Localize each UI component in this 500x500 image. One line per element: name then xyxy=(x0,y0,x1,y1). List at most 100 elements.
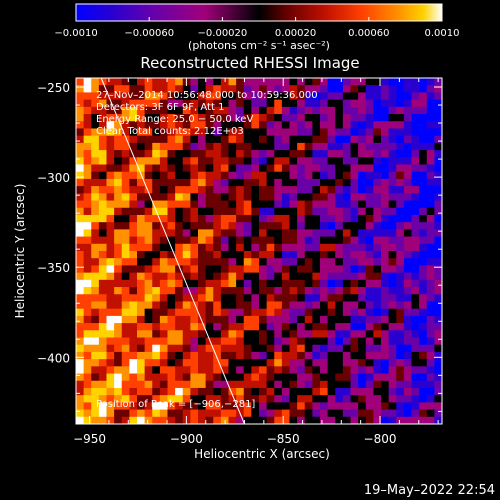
heatmap-cell xyxy=(98,265,108,274)
heatmap-cell xyxy=(281,337,291,346)
heatmap-cell xyxy=(419,272,428,281)
heatmap-cell xyxy=(403,207,413,216)
heatmap-cell xyxy=(281,186,291,194)
heatmap-cell xyxy=(289,366,298,375)
heatmap-cell xyxy=(266,387,275,396)
heatmap-cell xyxy=(388,301,397,310)
heatmap-cell xyxy=(152,214,161,223)
heatmap-cell xyxy=(411,114,420,122)
heatmap-cell xyxy=(175,157,184,165)
heatmap-cell xyxy=(213,121,222,129)
heatmap-cell xyxy=(259,395,268,403)
heatmap-cell xyxy=(266,409,275,418)
heatmap-cell xyxy=(159,178,169,187)
heatmap-cell xyxy=(320,157,329,165)
heatmap-cell xyxy=(137,315,146,324)
heatmap-cell xyxy=(304,258,313,266)
heatmap-cell xyxy=(198,178,207,187)
heatmap-cell xyxy=(83,193,92,202)
heatmap-cell xyxy=(114,380,123,389)
heatmap-cell xyxy=(114,214,123,223)
heatmap-cell xyxy=(304,186,313,194)
heatmap-cell xyxy=(106,373,115,382)
heatmap-cell xyxy=(228,229,237,238)
heatmap-cell xyxy=(259,337,268,346)
heatmap-cell xyxy=(419,351,428,360)
heatmap-cell xyxy=(411,279,420,288)
heatmap-cell xyxy=(434,287,442,295)
heatmap-cell xyxy=(342,279,352,288)
heatmap-cell xyxy=(388,265,397,274)
heatmap-cell xyxy=(373,359,382,367)
heatmap-cell xyxy=(304,301,313,310)
heatmap-cell xyxy=(289,214,298,223)
heatmap-cell xyxy=(213,265,222,274)
heatmap-cell xyxy=(266,251,275,259)
heatmap-cell xyxy=(381,92,390,101)
heatmap-cell xyxy=(144,359,153,367)
heatmap-cell xyxy=(266,272,275,281)
heatmap-cell xyxy=(281,135,291,144)
heatmap-cell xyxy=(289,272,298,281)
heatmap-cell xyxy=(434,373,442,382)
heatmap-cell xyxy=(228,135,237,144)
heatmap-cell xyxy=(403,178,413,187)
heatmap-cell xyxy=(236,229,245,238)
heatmap-cell xyxy=(213,402,222,411)
heatmap-cell xyxy=(426,351,435,360)
heatmap-cell xyxy=(259,150,268,158)
heatmap-cell xyxy=(83,402,92,411)
heatmap-cell xyxy=(381,251,390,259)
heatmap-cell xyxy=(121,279,130,288)
heatmap-cell xyxy=(266,142,275,151)
heatmap-cell xyxy=(159,157,169,165)
heatmap-cell xyxy=(228,114,237,122)
heatmap-cell xyxy=(129,272,138,281)
heatmap-cell xyxy=(358,157,367,165)
heatmap-cell xyxy=(426,114,435,122)
heatmap-cell xyxy=(396,373,405,382)
heatmap-cell xyxy=(304,207,313,216)
heatmap-cell xyxy=(350,243,359,252)
heatmap-cell xyxy=(236,121,245,129)
heatmap-cell xyxy=(403,323,413,331)
heatmap-cell xyxy=(129,178,138,187)
heatmap-cell xyxy=(327,330,336,338)
heatmap-cell xyxy=(121,409,130,418)
heatmap-cell xyxy=(396,128,405,137)
heatmap-cell xyxy=(129,200,138,209)
heatmap-cell xyxy=(83,85,92,93)
heatmap-cell xyxy=(83,409,92,418)
heatmap-cell xyxy=(335,265,344,274)
heatmap-cell xyxy=(205,186,214,194)
heatmap-cell xyxy=(228,85,237,93)
heatmap-cell xyxy=(106,99,115,108)
heatmap-cell xyxy=(312,387,321,396)
heatmap-cell xyxy=(350,279,359,288)
heatmap-cell xyxy=(152,92,161,101)
heatmap-cell xyxy=(274,128,283,137)
heatmap-cell xyxy=(175,402,184,411)
heatmap-cell xyxy=(106,200,115,209)
heatmap-cell xyxy=(259,236,268,245)
heatmap-cell xyxy=(411,265,420,274)
heatmap-cell xyxy=(365,308,374,317)
heatmap-cell xyxy=(327,229,336,238)
heatmap-cell xyxy=(419,315,428,324)
heatmap-cell xyxy=(137,351,146,360)
heatmap-cell xyxy=(411,214,420,223)
heatmap-cell xyxy=(167,207,176,216)
heatmap-cell xyxy=(205,373,214,382)
heatmap-cell xyxy=(259,193,268,202)
heatmap-cell xyxy=(159,251,169,259)
heatmap-cell xyxy=(381,121,390,129)
heatmap-cell xyxy=(213,157,222,165)
heatmap-cell xyxy=(106,207,115,216)
heatmap-cell xyxy=(327,236,336,245)
heatmap-cell xyxy=(381,178,390,187)
heatmap-cell xyxy=(213,308,222,317)
heatmap-cell xyxy=(281,164,291,173)
heatmap-cell xyxy=(312,106,321,115)
heatmap-cell xyxy=(243,99,252,108)
heatmap-cell xyxy=(76,272,85,281)
